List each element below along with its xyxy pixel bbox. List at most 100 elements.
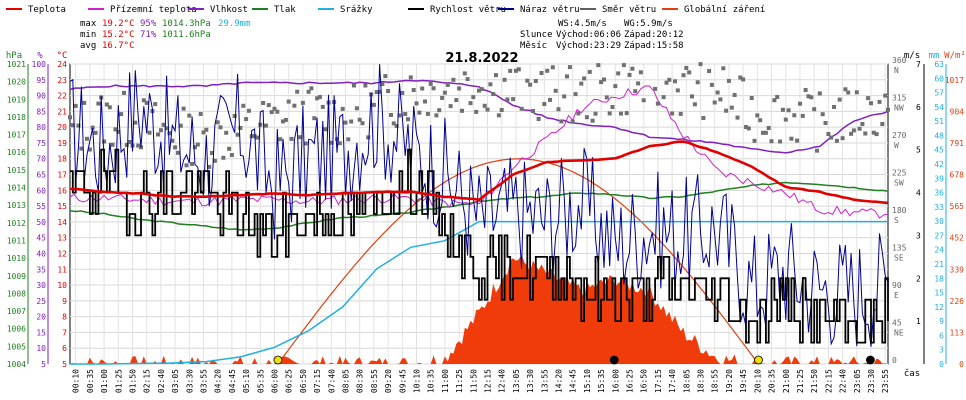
wind-direction-point [246,108,251,113]
wind-direction-point [837,97,842,102]
wind-direction-point [766,126,771,130]
tick-mm: 30 [934,217,944,226]
wind-direction-point [428,81,433,86]
wind-direction-point [519,106,524,111]
tick-mm: 45 [934,146,944,155]
tick-wm2: 791 [950,139,965,148]
tick-degc: 15 [57,202,67,211]
wind-direction-point [113,127,118,132]
wind-direction-point [499,108,504,112]
tick-dir-letter: NE [894,329,904,338]
wind-direction-point [249,134,254,139]
tick-degc: 10 [57,281,67,290]
wind-direction-point [812,107,817,112]
wind-direction-point [394,124,399,128]
wind-direction-point [599,80,604,85]
wind-direction-point [312,116,317,121]
wind-direction-point [528,82,533,87]
series-wind-speed [70,148,889,344]
tick-time: 23:05 [853,369,862,393]
wind-direction-point [102,139,107,144]
tick-degc: 18 [57,155,67,164]
wind-direction-point [269,110,274,115]
tick-degc: 16 [57,186,67,195]
wind-direction-point [871,130,876,135]
wind-direction-point [210,151,214,155]
wind-direction-point [749,96,754,100]
wind-direction-point [85,136,89,141]
tick-time: 07:40 [327,369,336,393]
tick-mm: 21 [934,260,944,269]
wind-direction-point [494,73,498,78]
wind-direction-point [403,112,408,116]
tick-time: 03:55 [199,369,208,393]
wind-direction-point [386,89,391,93]
wind-direction-point [761,130,765,135]
stat-max-temp: 19.2°C [102,19,135,29]
tick-time: 19:20 [725,369,734,393]
wind-direction-point [224,130,229,135]
wind-direction-point [701,116,706,120]
wind-direction-point [286,99,291,104]
wind-direction-point [681,73,686,78]
wind-direction-point [79,146,84,151]
wind-direction-point [445,82,450,87]
tick-degc: 7 [62,328,67,337]
wind-direction-point [763,130,768,135]
wind-direction-point [227,146,232,151]
wind-direction-point [122,90,126,95]
wind-direction-point [158,128,163,133]
tick-time: 16:00 [611,369,620,393]
tick-time: 05:10 [242,369,251,393]
wind-direction-point [352,83,356,88]
tick-time: 21:50 [810,369,819,393]
sunset-marker [754,355,763,365]
tick-pct: 45 [36,234,46,243]
wind-direction-point [90,125,95,130]
tick-wm2: 113 [950,328,965,337]
axis-unit-hpa: hPa [6,51,22,61]
stat-ws: WS:4.5m/s [558,19,607,29]
wind-direction-point [877,99,882,104]
wind-direction-point [567,65,572,70]
legend-label: Přízemní teplota [110,5,197,15]
tick-time: 02:40 [157,369,166,393]
wind-direction-point [184,163,189,168]
wind-direction-point [630,66,635,71]
tick-pct: 100 [32,60,47,69]
tick-pct: 25 [36,297,46,306]
tick-degc: 17 [57,171,67,180]
wind-direction-point [76,123,81,128]
tick-mm: 54 [934,103,944,112]
wind-direction-point [886,107,890,112]
wind-direction-point [425,111,430,116]
wind-direction-point [587,69,592,74]
wind-direction-point [860,122,865,126]
wind-direction-point [590,118,595,123]
tick-wm2: 565 [950,202,965,211]
tick-time: 08:05 [342,369,351,393]
wind-direction-point [289,136,294,141]
tick-mm: 60 [934,74,944,83]
wind-direction-point [175,150,180,155]
wind-direction-point [306,89,311,94]
tick-wm2: 678 [950,171,965,180]
wind-direction-point [292,103,297,108]
wind-direction-point [374,90,379,95]
wind-direction-point [420,86,425,91]
wind-direction-point [107,105,112,110]
tick-degc: 12 [57,249,67,258]
wind-direction-point [565,74,569,79]
wind-direction-point [502,77,507,82]
tick-mm: 6 [939,331,944,340]
wind-direction-point [96,101,101,106]
wind-direction-point [874,132,879,137]
wind-direction-point [707,69,712,73]
wind-direction-point [229,153,234,157]
tick-time: 14:45 [569,369,578,393]
wind-direction-point [124,143,129,147]
tick-dir-letter: N [894,66,899,75]
wind-direction-point [377,89,382,94]
series-wind-gust [69,64,889,347]
wind-direction-point [264,123,268,128]
